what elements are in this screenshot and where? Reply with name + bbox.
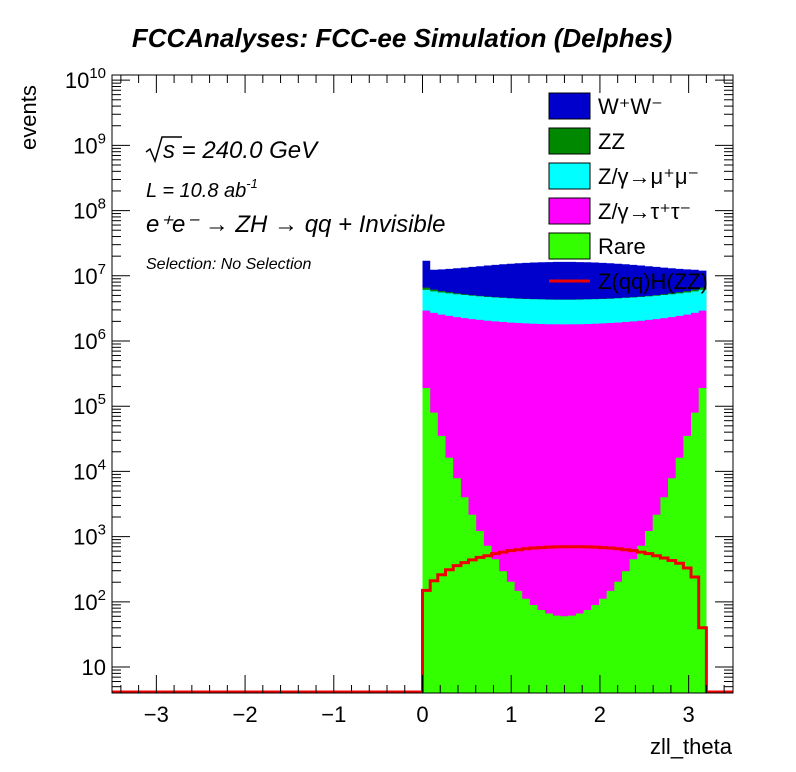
x-tick-label: −3 [144, 702, 169, 727]
x-tick-label: 2 [594, 702, 606, 727]
sqrt-s-label: s = 240.0 GeV [145, 136, 319, 164]
lumi-exponent: -1 [246, 176, 258, 191]
legend-label: Rare [598, 234, 646, 259]
x-tick-label: 1 [505, 702, 517, 727]
legend: W⁺W⁻ ZZ Z/γ→μ⁺μ⁻ Z/γ→τ⁺τ⁻ Rare Z(qq)H(ZZ) [548, 92, 708, 294]
y-tick-label: 108 [73, 196, 106, 224]
x-tick-label: −1 [321, 702, 346, 727]
selection-label: Selection: No Selection [146, 256, 312, 273]
signal-line [112, 545, 733, 694]
x-tick-label: 0 [416, 702, 428, 727]
legend-label: Z/γ→τ⁺τ⁻ [598, 199, 691, 224]
legend-label: W⁺W⁻ [598, 94, 663, 119]
y-axis: 10 102 103 104 105 106 107 108 109 1010 [65, 65, 733, 694]
y-tick-label: 103 [73, 522, 106, 550]
legend-swatch [548, 162, 591, 190]
y-tick-label: 105 [73, 391, 106, 419]
legend-swatch [548, 232, 591, 260]
signal-histogram [112, 545, 733, 694]
y-tick-label: 104 [73, 456, 106, 484]
annotations: s = 240.0 GeV L = 10.8 ab-1 e⁺e⁻ → ZH → … [145, 136, 445, 273]
x-axis: −3 −2 −1 0 1 2 3 [120, 75, 725, 727]
x-axis-label: zll_theta [650, 734, 733, 759]
lumi-text: L = 10.8 ab [146, 180, 246, 202]
lumi-label: L = 10.8 ab-1 [146, 176, 258, 202]
process-label: e⁺e⁻ → ZH → qq + Invisible [146, 211, 445, 238]
y-tick-label: 107 [73, 261, 106, 289]
legend-label: Z(qq)H(ZZ) [598, 269, 708, 294]
sqrt-icon [145, 136, 182, 164]
legend-swatch [548, 197, 591, 225]
y-tick-label: 10 [82, 655, 106, 680]
x-tick-label: −2 [233, 702, 258, 727]
y-tick-label: 106 [73, 326, 106, 354]
y-tick-label: 1010 [65, 65, 106, 93]
sqrt-s-text: s = 240.0 GeV [163, 137, 319, 164]
legend-swatch [548, 127, 591, 155]
legend-label: Z/γ→μ⁺μ⁻ [598, 164, 699, 189]
y-axis-label: events [16, 85, 41, 150]
stack-area-4 [422, 388, 707, 693]
stacked-histograms [422, 260, 707, 693]
x-tick-label: 3 [683, 702, 695, 727]
legend-label: ZZ [598, 129, 625, 154]
y-tick-label: 109 [73, 130, 106, 158]
y-tick-label: 102 [73, 587, 106, 615]
chart-title: FCCAnalyses: FCC-ee Simulation (Delphes) [132, 23, 672, 53]
legend-swatch [548, 92, 591, 120]
